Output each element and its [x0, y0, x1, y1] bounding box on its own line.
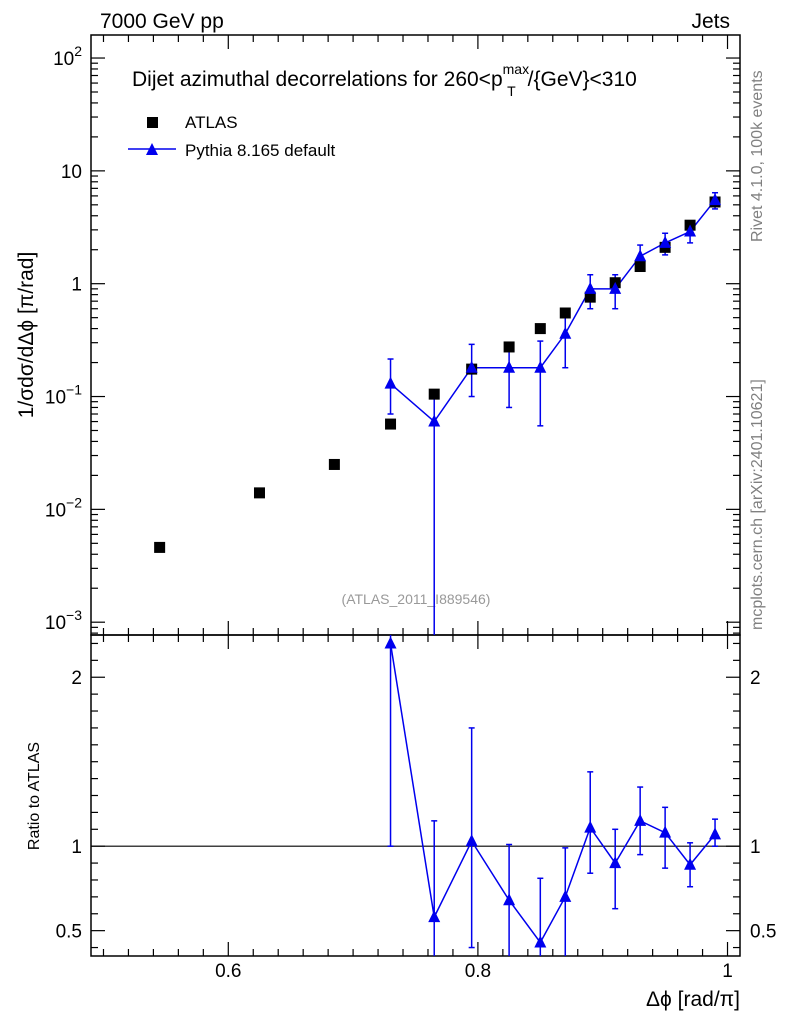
main-y-axis-title: 1/σdσ/dΔϕ [π/rad]: [15, 252, 38, 419]
title-pre: Dijet azimuthal decorrelations for 260<p: [132, 68, 503, 91]
atlas-point: [503, 341, 515, 353]
pythia-point: [584, 281, 597, 294]
atlas-point: [559, 307, 571, 319]
ratio-point: [584, 820, 597, 833]
main-axis-ticks: [91, 35, 740, 635]
pythia-point: [634, 249, 647, 262]
main-y-tick-labels: 102 10 1 10−1 10−2 10−3: [45, 43, 82, 634]
ratio-point: [609, 856, 622, 869]
x-tick-label: 1: [722, 961, 733, 982]
pythia-point: [709, 193, 722, 206]
ratio-point: [428, 910, 441, 923]
pythia-point: [609, 281, 622, 294]
atlas-point: [534, 323, 546, 335]
process-label: Jets: [691, 10, 730, 33]
pythia-point: [503, 360, 516, 373]
ratio-y-tick-labels: 0.5 0.5 1 1 2 2: [56, 668, 777, 942]
ratio-axis-ticks: [91, 635, 740, 956]
ratio-point: [465, 834, 478, 847]
ratio-y-tick-label-right: 2: [750, 668, 761, 689]
atlas-point: [253, 487, 265, 499]
legend: ATLAS Pythia 8.165 default: [128, 113, 336, 160]
ratio-line: [389, 643, 716, 944]
main-y-tick-label: 10−1: [45, 382, 82, 409]
pythia-point: [428, 414, 441, 427]
atlas-point: [385, 418, 397, 430]
ratio-point: [384, 636, 397, 649]
atlas-point: [328, 458, 340, 470]
main-y-tick-label: 102: [53, 43, 82, 70]
pythia-point: [384, 376, 397, 389]
pythia-point: [684, 224, 697, 237]
pythia-line: [390, 199, 716, 423]
x-tick-label: 0.6: [215, 961, 241, 982]
energy-label: 7000 GeV pp: [100, 10, 224, 33]
x-axis-title: Δϕ [rad/π]: [646, 988, 740, 1011]
ratio-y-tick-label-left: 0.5: [56, 922, 82, 943]
ratio-point: [503, 893, 516, 906]
pythia-point: [559, 326, 572, 339]
ratio-point: [659, 825, 672, 838]
rivet-version-label: Rivet 4.1.0, 100k events: [749, 70, 766, 242]
x-tick-label: 0.8: [465, 961, 491, 982]
atlas-point: [634, 261, 646, 273]
ratio-y-tick-label-left: 1: [71, 837, 82, 858]
main-y-tick-label: 10−3: [45, 607, 82, 634]
ratio-data-marks: [384, 635, 722, 956]
legend-pythia-label: Pythia 8.165 default: [185, 141, 336, 160]
ratio-point: [534, 935, 547, 948]
atlas-point: [154, 541, 166, 553]
ratio-point: [559, 889, 572, 902]
main-title: Dijet azimuthal decorrelations for 260<p…: [132, 61, 637, 99]
ratio-y-tick-label-left: 2: [71, 668, 82, 689]
main-y-tick-label: 10−2: [45, 494, 82, 521]
legend-atlas-marker: [147, 117, 158, 128]
ratio-y-tick-label-right: 1: [750, 837, 761, 858]
pythia-point: [534, 360, 547, 373]
ratio-point: [684, 857, 697, 870]
pythia-point: [465, 360, 478, 373]
main-y-tick-label: 10: [61, 162, 82, 183]
main-y-tick-label: 1: [71, 275, 82, 296]
analysis-watermark: (ATLAS_2011_I889546): [342, 591, 491, 607]
legend-pythia-marker: [146, 143, 158, 155]
ratio-y-tick-label-right: 0.5: [750, 922, 776, 943]
ratio-point: [709, 827, 722, 840]
legend-atlas-label: ATLAS: [185, 113, 238, 132]
main-data-marks: [154, 191, 722, 635]
x-tick-labels: 0.6 0.8 1: [215, 961, 733, 982]
ratio-point: [634, 813, 647, 826]
title-post: /{GeV}<310: [528, 68, 637, 91]
title-sup: max: [503, 61, 529, 77]
atlas-point: [584, 291, 596, 303]
mcplots-label: mcplots.cern.ch [arXiv:2401.10621]: [749, 379, 766, 630]
title-sub: T: [507, 83, 516, 99]
pythia-point: [659, 235, 672, 248]
ratio-y-axis-title: Ratio to ATLAS: [26, 742, 43, 850]
atlas-point: [428, 388, 440, 400]
